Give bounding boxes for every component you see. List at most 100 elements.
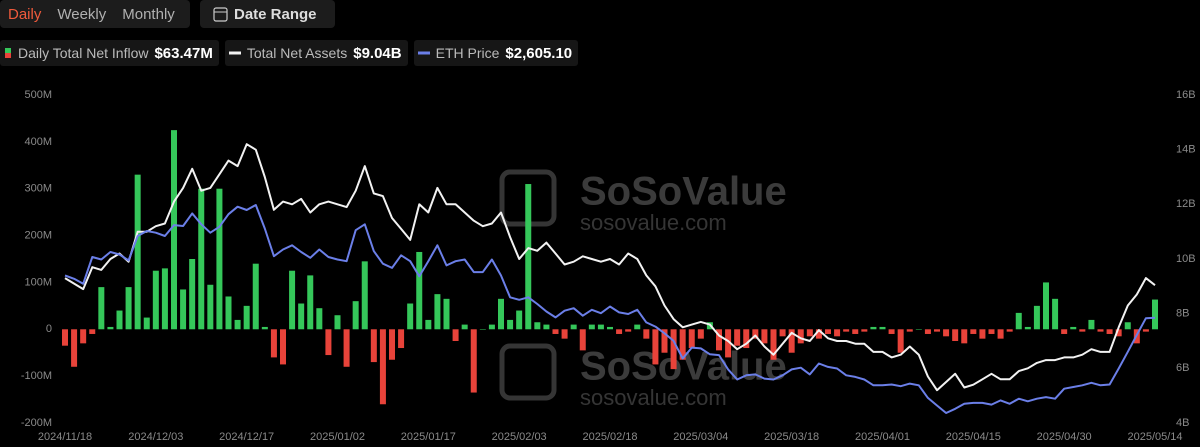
- bar: [979, 329, 986, 339]
- bar: [997, 329, 1004, 339]
- bar: [398, 329, 405, 349]
- legend-name: Daily Total Net Inflow: [18, 45, 149, 61]
- bar: [298, 303, 305, 330]
- bar: [552, 329, 559, 334]
- x-tick-label: 2025/01/02: [310, 431, 365, 443]
- bar: [797, 329, 804, 344]
- legend-swatch: [5, 48, 11, 58]
- bar: [470, 329, 477, 393]
- legend-swatch: [417, 51, 430, 55]
- bar: [725, 329, 732, 358]
- bar: [806, 329, 813, 337]
- bar: [834, 329, 841, 337]
- tab[interactable]: Daily: [8, 5, 42, 23]
- y2-tick-label: 14B: [1176, 144, 1196, 156]
- bar: [924, 329, 931, 334]
- x-tick-label: 2024/11/18: [38, 431, 92, 443]
- bar: [207, 284, 214, 330]
- date-range-button[interactable]: Date Range: [200, 0, 335, 28]
- x-tick-label: 2025/04/01: [855, 431, 910, 443]
- bar: [761, 329, 768, 344]
- x-tick-label: 2025/03/04: [673, 431, 728, 443]
- bar: [897, 329, 904, 353]
- bar: [843, 329, 850, 332]
- bar: [706, 322, 713, 330]
- y2-tick-label: 6B: [1176, 362, 1189, 374]
- bar: [98, 287, 105, 330]
- legend-item[interactable]: Daily Total Net Inflow $63.47M: [0, 40, 219, 66]
- bar: [1133, 329, 1140, 344]
- bar: [80, 329, 87, 344]
- bar: [525, 184, 532, 330]
- bar: [161, 268, 168, 330]
- bar: [1124, 322, 1131, 330]
- bar: [116, 310, 123, 330]
- bar: [180, 289, 187, 330]
- bar: [434, 294, 441, 330]
- bar: [125, 287, 132, 330]
- y-tick-label: 200M: [24, 229, 52, 241]
- line: [64, 204, 1156, 414]
- bar: [107, 326, 114, 330]
- bar: [152, 270, 159, 330]
- bar: [852, 329, 859, 334]
- bar: [607, 326, 613, 330]
- legend: Daily Total Net Inflow $63.47M Total Net …: [0, 40, 579, 66]
- bar: [688, 329, 695, 349]
- bar: [171, 130, 177, 330]
- bar: [134, 174, 141, 330]
- legend-item[interactable]: ETH Price $2,605.10: [413, 40, 579, 66]
- legend-item[interactable]: Total Net Assets $9.04B: [224, 40, 408, 66]
- bar: [416, 251, 423, 330]
- x-tick-label: 2025/04/30: [1037, 431, 1092, 443]
- x-tick-label: 2025/02/18: [582, 431, 637, 443]
- bar: [1115, 329, 1122, 337]
- bar: [270, 329, 277, 358]
- bar: [243, 305, 250, 330]
- y-tick-label: -200M: [21, 417, 52, 429]
- y2-tick-label: 12B: [1176, 198, 1196, 210]
- bar: [788, 329, 795, 353]
- bar: [71, 329, 78, 367]
- bar: [561, 329, 568, 339]
- bar: [498, 298, 504, 330]
- bar: [62, 329, 68, 346]
- y2-tick-label: 8B: [1176, 308, 1189, 320]
- bar: [234, 319, 241, 330]
- bar: [216, 188, 223, 330]
- tab[interactable]: Monthly: [122, 5, 175, 23]
- bar: [488, 324, 495, 330]
- bar: [479, 329, 486, 330]
- y-tick-label: 0: [46, 323, 52, 335]
- bar: [307, 275, 314, 330]
- bar: [861, 329, 868, 332]
- bar: [779, 329, 786, 337]
- bar: [325, 329, 332, 356]
- bar: [697, 329, 704, 339]
- bar: [225, 296, 232, 330]
- bar: [879, 326, 886, 330]
- bar: [389, 329, 395, 360]
- bar: [661, 329, 668, 353]
- tab[interactable]: Weekly: [57, 5, 107, 23]
- bar: [316, 308, 323, 330]
- bar: [407, 303, 414, 330]
- bar: [1015, 312, 1022, 330]
- bar: [652, 329, 659, 365]
- bar: [289, 270, 296, 330]
- bar: [343, 329, 350, 367]
- bar: [1024, 326, 1031, 330]
- bar: [261, 326, 268, 330]
- bar: [252, 263, 259, 330]
- bar: [579, 329, 586, 351]
- bar: [379, 329, 386, 405]
- bar: [815, 329, 822, 339]
- bar: [625, 329, 632, 332]
- bar: [915, 329, 922, 330]
- legend-name: Total Net Assets: [246, 45, 348, 61]
- legend-value: $63.47M: [154, 44, 213, 62]
- x-tick-label: 2024/12/17: [219, 431, 274, 443]
- bar: [543, 324, 550, 330]
- y-tick-label: 300M: [24, 183, 52, 195]
